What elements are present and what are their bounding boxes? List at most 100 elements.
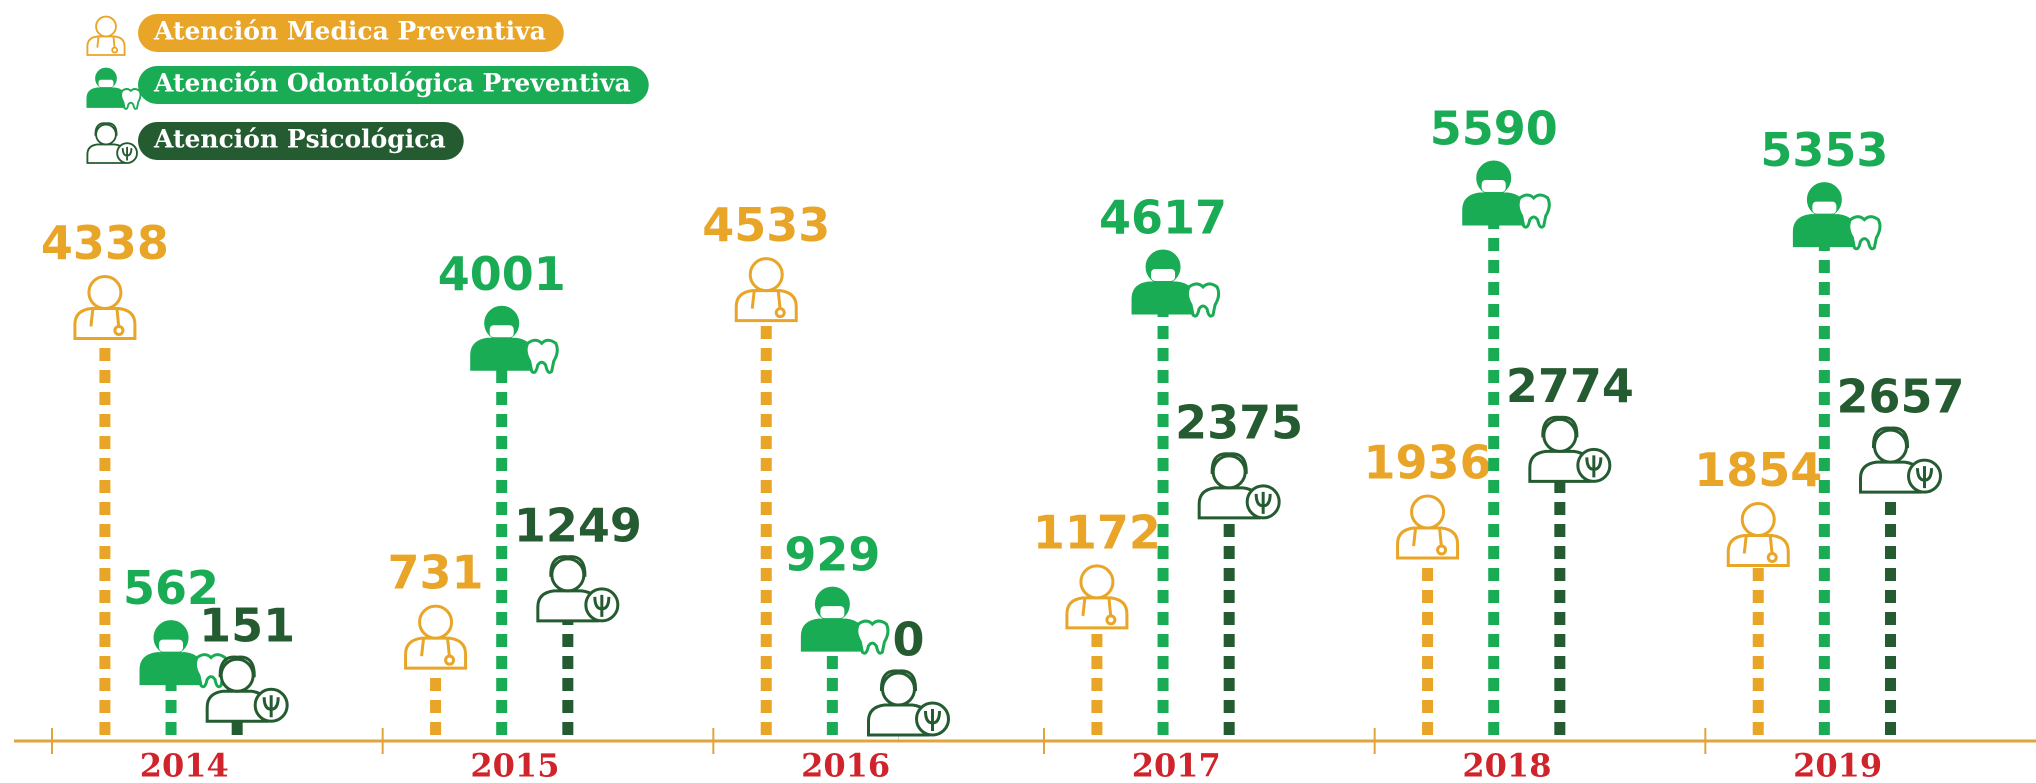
x-tick-label: 2014 [140, 747, 229, 783]
value-label: 929 [784, 528, 880, 582]
value-label: 562 [123, 561, 219, 615]
icon [1396, 494, 1460, 560]
icon-body [86, 87, 126, 108]
icon-body [1396, 526, 1460, 560]
icon-psi [262, 695, 280, 718]
icon [139, 620, 229, 689]
icon [1726, 502, 1790, 568]
icon-tooth [120, 88, 142, 110]
icon-mask [820, 606, 845, 619]
value-label: 2657 [1836, 370, 1964, 424]
value-label: 5353 [1760, 123, 1888, 177]
icon-body [800, 618, 864, 652]
icon-tooth [524, 338, 559, 374]
icon-body [1462, 192, 1526, 226]
icon-tooth [1847, 215, 1882, 251]
icon-hair [549, 555, 587, 577]
icon-hair [1210, 452, 1248, 474]
legend-pill [138, 122, 464, 160]
icon-head [418, 604, 454, 640]
icon [734, 257, 798, 323]
legend-label: Atención Odontológica Preventiva [153, 69, 631, 98]
value-label: 4617 [1099, 190, 1227, 244]
icon-mask [98, 79, 114, 88]
icon-head [1079, 564, 1115, 600]
legend-label: Atención Medica Preventiva [153, 17, 546, 46]
value-label: 4533 [702, 198, 830, 252]
icon [205, 655, 289, 723]
icon-stethoscope-end [1105, 614, 1117, 626]
icon-hair [1872, 426, 1910, 449]
legend-pill [138, 66, 649, 104]
icon [1462, 160, 1551, 229]
icon-head [87, 274, 123, 310]
value-label: 1854 [1694, 443, 1822, 497]
icon-stethoscope-end [444, 654, 456, 666]
value-label: 151 [199, 599, 295, 653]
icon-body [86, 35, 126, 56]
icon-head [748, 257, 784, 293]
icon [404, 604, 468, 670]
value-label: 1249 [514, 498, 642, 552]
icon-stethoscope-end [774, 307, 786, 319]
value-label: 1936 [1364, 436, 1492, 490]
value-label: 5590 [1430, 102, 1558, 156]
icon [536, 555, 620, 623]
icon [1528, 415, 1612, 483]
x-tick-label: 2018 [1462, 747, 1551, 783]
icon-psi [1916, 466, 1934, 489]
icon-body [470, 337, 534, 371]
icon-mask [159, 639, 184, 652]
icon-mask [1481, 180, 1506, 192]
icon-head [1873, 428, 1909, 464]
value-label: 2375 [1175, 395, 1303, 449]
icon-body [1065, 596, 1129, 630]
icon-head [1410, 494, 1446, 530]
icon-tooth [1516, 193, 1551, 229]
icon-body [1726, 534, 1790, 568]
icon [1197, 452, 1281, 520]
icon-psi [593, 594, 611, 617]
icon-body [139, 652, 203, 686]
icon [867, 669, 951, 737]
icon-head [1211, 454, 1247, 490]
icon [86, 67, 142, 110]
icon-hair [880, 669, 918, 692]
icon-hair [94, 122, 118, 136]
legend-pill [138, 14, 564, 52]
value-label: 4338 [41, 216, 169, 270]
icon-hair [1541, 415, 1579, 438]
icon-body [1792, 214, 1856, 248]
icon-psi [1585, 455, 1603, 478]
icon-head [219, 657, 255, 693]
x-tick-label: 2016 [801, 747, 890, 783]
icon-body [1131, 281, 1195, 315]
x-tick-label: 2017 [1132, 747, 1221, 783]
icon-body [734, 289, 798, 323]
value-label: 1172 [1033, 505, 1161, 559]
icon [1065, 564, 1129, 630]
icon-stethoscope-end [1436, 544, 1448, 556]
icon [800, 586, 890, 655]
icon-hair [218, 655, 256, 678]
x-tick-label: 2019 [1793, 747, 1882, 783]
icon [73, 274, 137, 340]
icon-mask [1812, 201, 1837, 214]
icon-tooth [855, 619, 890, 655]
value-label: 0 [892, 613, 924, 667]
icon-stethoscope-end [111, 46, 119, 54]
icon [1792, 182, 1882, 251]
icon-stethoscope-end [1766, 552, 1778, 564]
icon-body [404, 636, 468, 670]
icon [1131, 249, 1221, 318]
x-tick-label: 2015 [470, 747, 559, 783]
icon-body [73, 306, 137, 340]
icon-stethoscope-end [113, 324, 125, 336]
icon-psi [121, 146, 133, 161]
value-label: 2774 [1506, 359, 1634, 413]
icon-head [550, 557, 586, 593]
icon-head [1740, 502, 1776, 538]
icon-mask [1151, 268, 1176, 281]
value-label: 4001 [438, 247, 566, 301]
